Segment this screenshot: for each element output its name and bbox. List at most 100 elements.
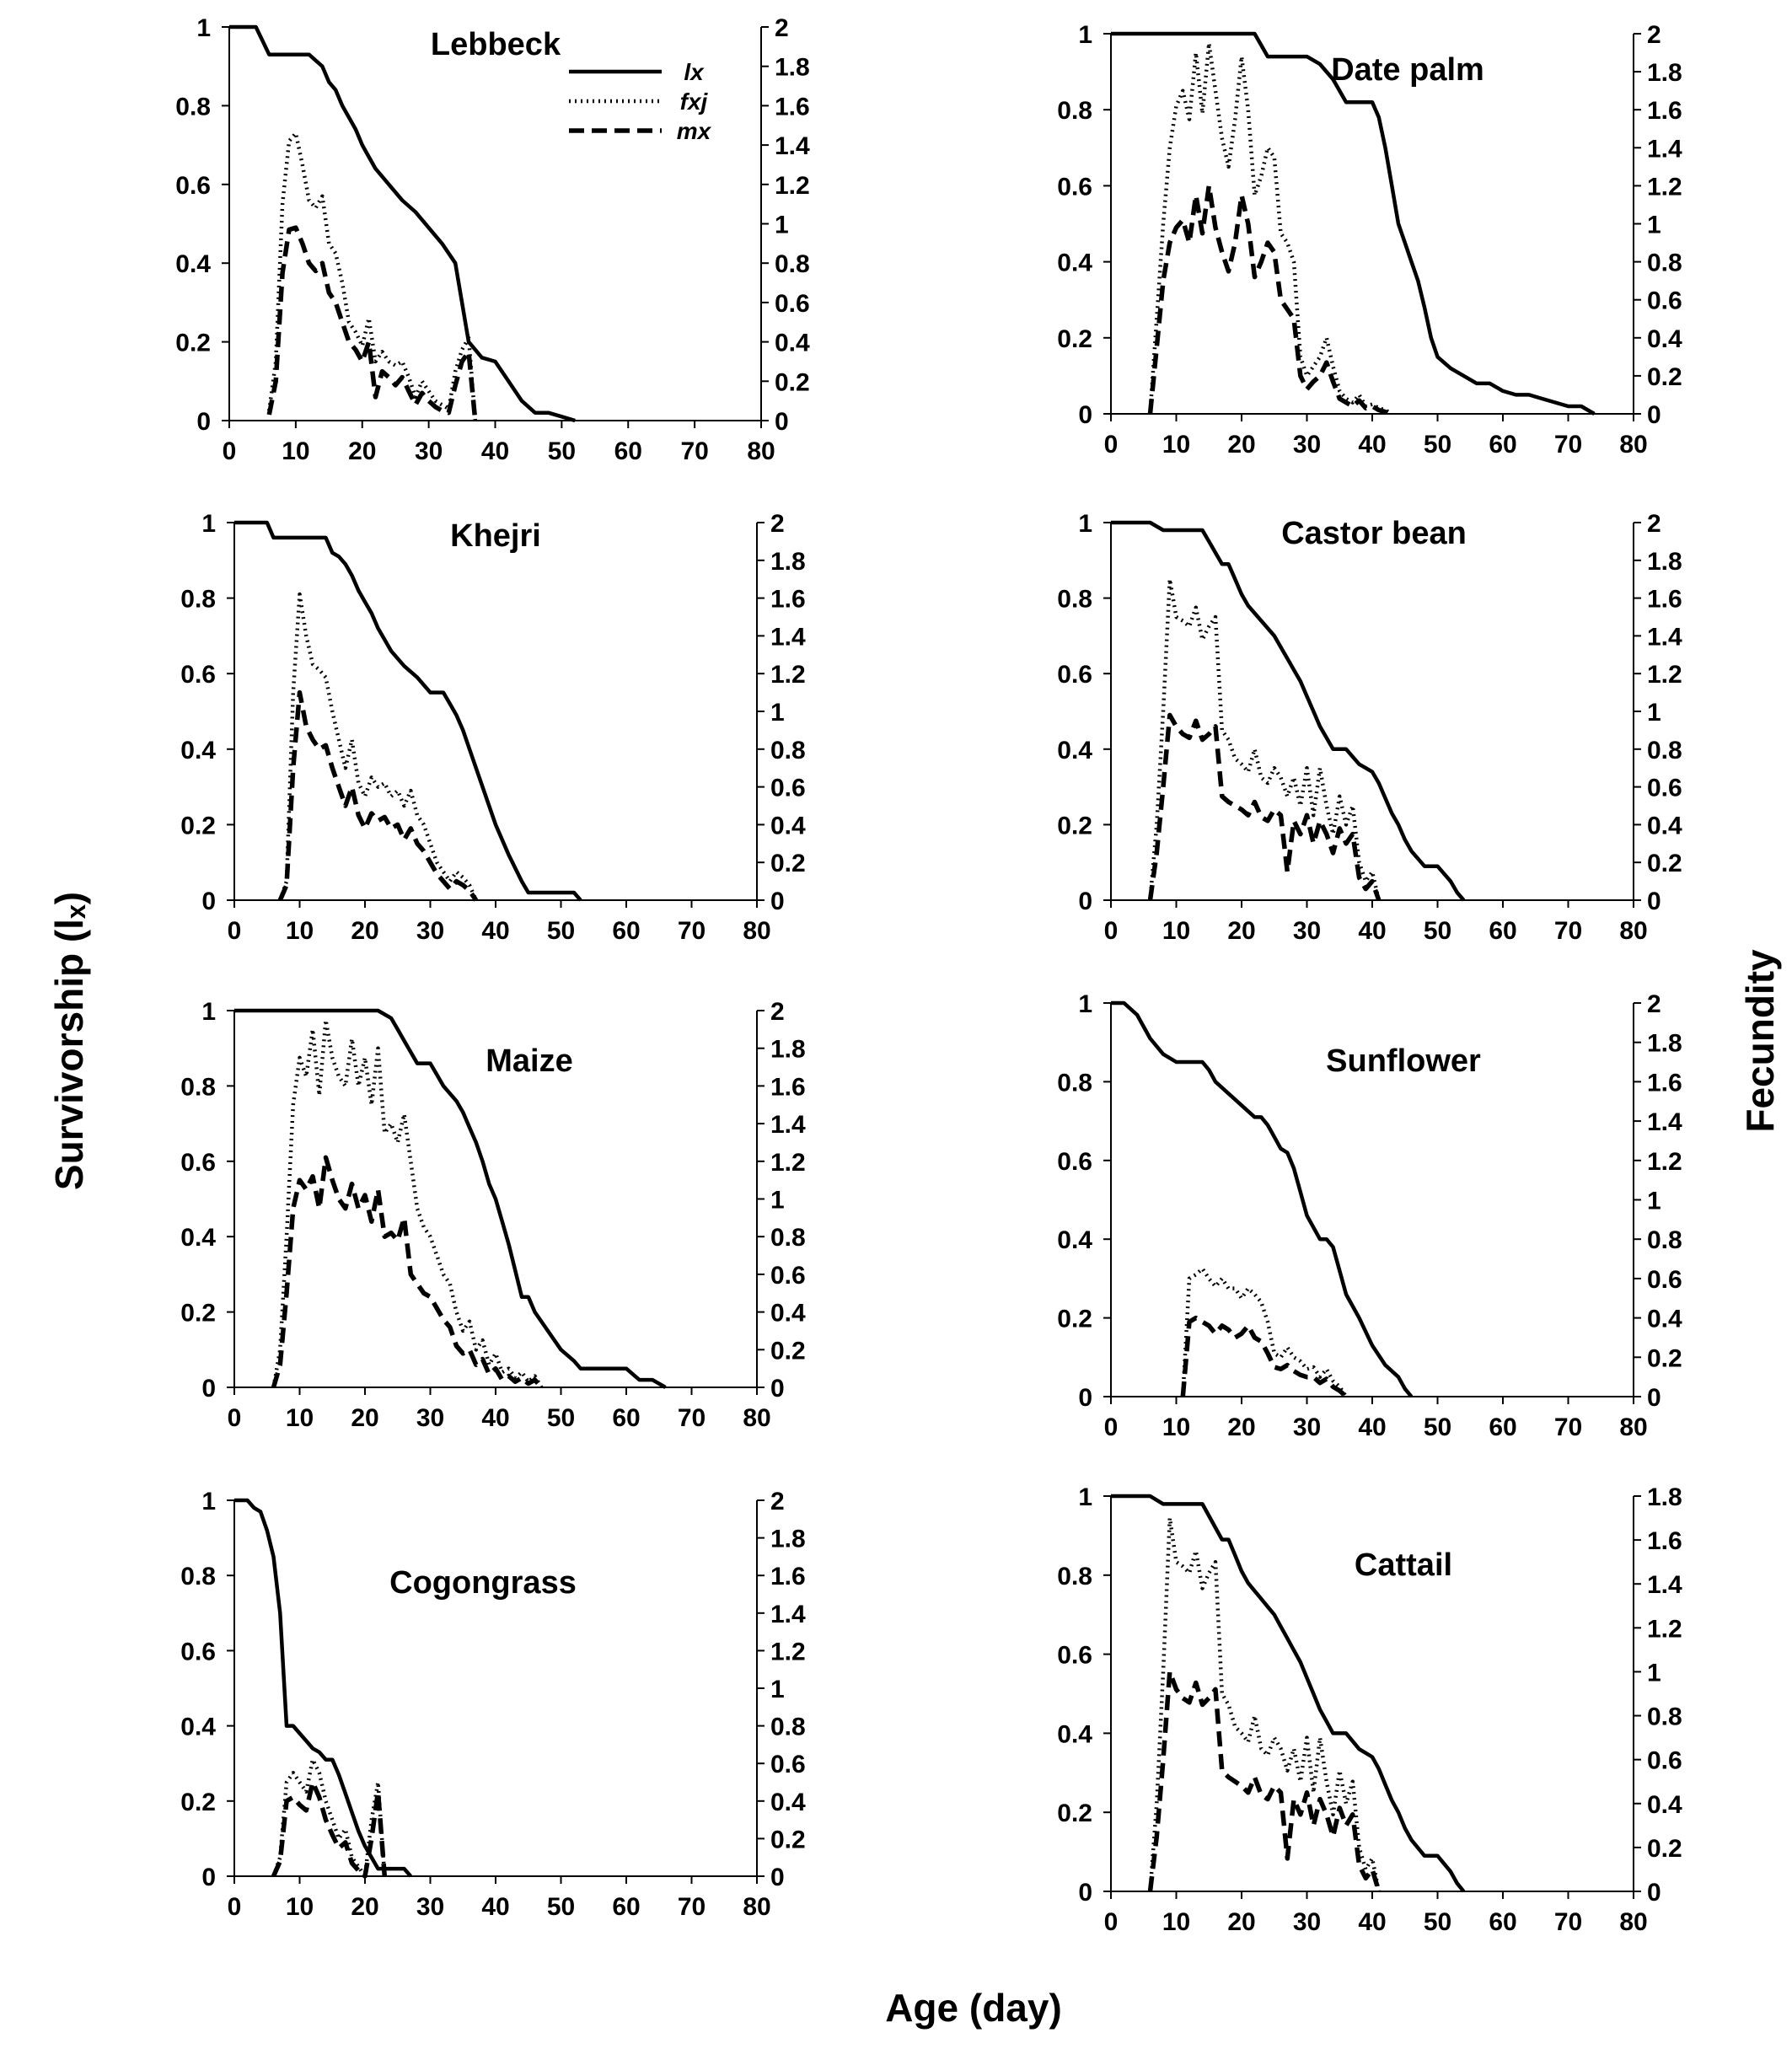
x-tick-label: 10 <box>286 1404 314 1432</box>
y-left-tick-label: 0 <box>1078 401 1092 429</box>
x-tick-label: 0 <box>223 437 237 465</box>
x-tick-label: 80 <box>1619 1908 1647 1936</box>
y-right-tick-label: 0 <box>770 1375 785 1403</box>
y-right-tick-label: 0.2 <box>775 368 810 396</box>
x-tick-label: 20 <box>351 917 378 945</box>
y-left-tick-label: 0 <box>1078 888 1092 915</box>
y-right-tick-label: 1 <box>770 1676 785 1703</box>
x-tick-label: 10 <box>1162 1413 1190 1441</box>
y-right-tick-label: 0.4 <box>770 1300 806 1328</box>
y-right-tick-label: 0.6 <box>1647 1266 1682 1294</box>
series-line-mx <box>1147 183 1393 416</box>
y-left-tick-label: 0.4 <box>1057 1720 1092 1748</box>
panel-khejri: 0 10 20 30 40 50 60 70 8000.20.40.60.8100.20.40.… <box>180 510 806 945</box>
x-tick-label: 10 <box>1162 1908 1190 1936</box>
y-left-tick-label: 0.4 <box>180 737 216 764</box>
y-right-tick-label: 1.4 <box>770 1111 806 1139</box>
x-tick-label: 40 <box>1358 917 1386 945</box>
y-right-tick-label: 1.4 <box>1647 135 1682 163</box>
y-right-tick-label: 2 <box>1647 21 1661 49</box>
panels-group: 0 10 20 30 40 50 60 70 8000.20.40.60.8100.20.40.… <box>175 14 1682 1936</box>
x-tick-label: 40 <box>481 1404 509 1432</box>
y-left-tick-label: 0.2 <box>1057 1800 1092 1827</box>
y-right-tick-label: 1.4 <box>770 1601 806 1628</box>
y-right-tick-label: 1.2 <box>1647 1615 1682 1643</box>
y-right-tick-label: 0.2 <box>1647 1835 1682 1863</box>
y-left-tick-label: 0.2 <box>180 1789 216 1816</box>
y-right-tick-label: 0.4 <box>1647 1791 1682 1819</box>
y-right-tick-label: 1.6 <box>775 93 810 121</box>
y-left-tick-label: 0.6 <box>1057 173 1092 201</box>
y-left-tick-label: 0.6 <box>1057 1642 1092 1670</box>
x-tick-label: 70 <box>1554 431 1582 459</box>
y-right-tick-label: 0.6 <box>1647 775 1682 802</box>
y-right-tick-label: 0.4 <box>1647 812 1682 839</box>
panel-title: Cattail <box>1355 1547 1452 1583</box>
series-line-fxj <box>271 1017 544 1389</box>
y-left-tick-label: 0.4 <box>1057 737 1092 764</box>
y-right-tick-label: 0.2 <box>770 1337 806 1365</box>
y-left-tick-label: 0.8 <box>180 1563 216 1590</box>
y-right-tick-label: 0.4 <box>775 330 810 357</box>
series-line-mx <box>271 1779 388 1879</box>
series-line-lx <box>1111 1000 1414 1398</box>
y-right-tick-label: 1.2 <box>770 1638 806 1665</box>
x-tick-label: 30 <box>416 917 444 945</box>
y-right-tick-label: 1.8 <box>1647 1483 1682 1511</box>
y-right-tick-label: 0.8 <box>1647 737 1682 764</box>
legend-label-fxj: fxj <box>680 89 709 115</box>
y-right-tick-label: 1.6 <box>770 1073 806 1101</box>
y-right-tick-label: 0.2 <box>1647 1344 1682 1372</box>
y-right-tick-label: 1.8 <box>1647 1030 1682 1058</box>
legend-label-lx: lx <box>684 59 705 85</box>
y-left-tick-label: 1 <box>1078 1483 1092 1511</box>
y-right-tick-label: 2 <box>775 14 789 42</box>
y-right-tick-label: 0.6 <box>1647 1747 1682 1775</box>
y-left-tick-label: 0 <box>1078 1384 1092 1412</box>
x-tick-label: 40 <box>481 437 509 465</box>
panel-title: Date palm <box>1331 52 1484 88</box>
y-right-tick-label: 0.8 <box>775 250 810 278</box>
y-right-tick-label: 2 <box>1647 510 1661 538</box>
y-left-tick-label: 0.6 <box>180 661 216 689</box>
series-line-fxj <box>1148 577 1381 901</box>
y-right-tick-label: 0 <box>775 408 789 436</box>
y-right-tick-label: 1.8 <box>770 1526 806 1553</box>
y-right-tick-label: 1.6 <box>770 586 806 614</box>
x-tick-label: 40 <box>481 917 509 945</box>
x-tick-label: 10 <box>1162 917 1190 945</box>
y-right-tick-label: 0.2 <box>1647 850 1682 877</box>
series-line-mx <box>271 1155 544 1389</box>
y-right-tick-label: 1.6 <box>1647 97 1682 125</box>
y-left-tick-label: 0.2 <box>175 330 211 357</box>
y-right-tick-label: 0.2 <box>770 850 806 877</box>
y-right-tick-label: 1.4 <box>1647 623 1682 651</box>
y-axis-label-survivorship: Survivorship (lₓ) <box>47 892 91 1190</box>
x-tick-label: 70 <box>678 1404 706 1432</box>
y-left-tick-label: 1 <box>1078 510 1092 538</box>
y-right-tick-label: 0.6 <box>775 290 810 318</box>
x-tick-label: 50 <box>1424 1413 1451 1441</box>
x-tick-label: 80 <box>1619 917 1647 945</box>
x-tick-label: 20 <box>348 437 376 465</box>
y-left-tick-label: 0.8 <box>180 586 216 614</box>
x-tick-label: 80 <box>743 917 770 945</box>
y-right-tick-label: 1.6 <box>1647 1527 1682 1555</box>
y-left-tick-label: 0.4 <box>1057 249 1092 277</box>
y-right-tick-label: 1.2 <box>770 661 806 689</box>
y-right-tick-label: 1.8 <box>1647 59 1682 87</box>
x-tick-label: 30 <box>416 1893 444 1921</box>
x-axis-label-age: Age (day) <box>885 1986 1062 2030</box>
legend: lx fxj mx <box>569 59 712 144</box>
x-tick-label: 0 <box>1104 1908 1119 1936</box>
series-line-fxj <box>1181 1266 1348 1398</box>
series-line-lx <box>234 1498 412 1878</box>
x-tick-label: 20 <box>1227 1908 1255 1936</box>
y-right-tick-label: 2 <box>770 998 785 1026</box>
panel-title: Castor bean <box>1281 516 1467 551</box>
y-left-tick-label: 0.4 <box>180 1714 216 1741</box>
y-left-tick-label: 0 <box>196 408 211 436</box>
x-tick-label: 70 <box>678 1893 706 1921</box>
x-tick-label: 50 <box>1424 1908 1451 1936</box>
